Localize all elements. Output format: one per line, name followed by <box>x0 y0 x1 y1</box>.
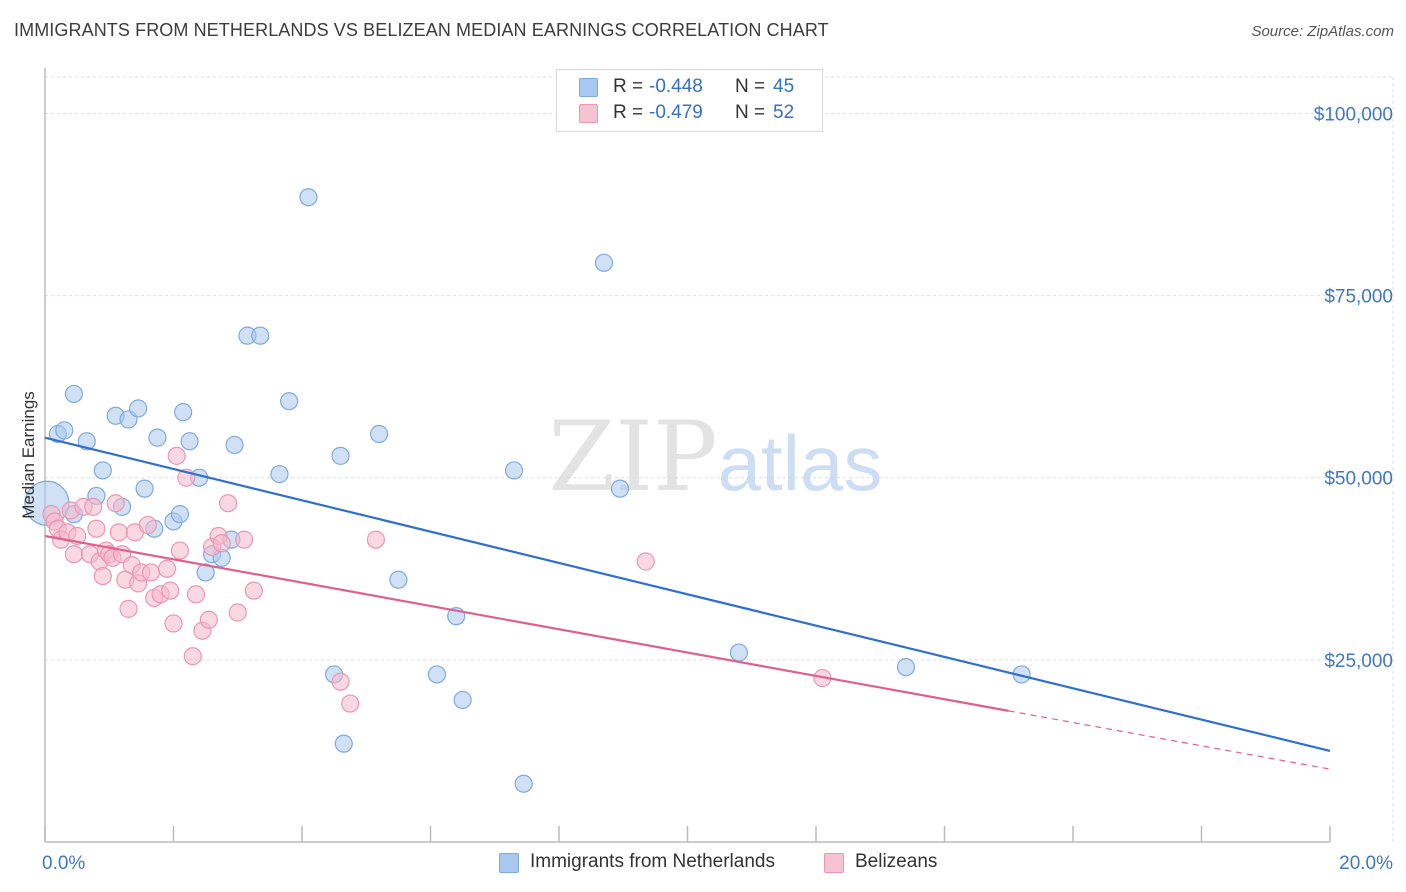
point-belizeans <box>161 581 180 600</box>
point-belizeans <box>64 545 84 564</box>
point-netherlands <box>64 384 84 404</box>
point-netherlands <box>170 505 190 524</box>
x-tick-label-min: 0.0% <box>42 853 85 874</box>
point-belizeans <box>331 672 350 691</box>
legend-r-value: -0.448 <box>649 76 703 97</box>
point-netherlands <box>389 570 408 589</box>
point-belizeans <box>186 585 206 604</box>
point-belizeans <box>212 534 231 553</box>
point-netherlands <box>453 690 472 710</box>
grid-lines <box>45 76 1394 842</box>
tick-labels: $25,000 $50,000 $75,000 $100,000 0.0% 20.0% <box>42 104 1393 874</box>
bottom-legend-label-netherlands: Immigrants from Netherlands <box>530 851 775 872</box>
legend-swatch-netherlands <box>579 78 598 97</box>
data-points <box>24 188 1031 793</box>
point-netherlands <box>896 658 916 677</box>
source-label: Source: ZipAtlas.com <box>1251 23 1394 40</box>
watermark-zip: ZIP <box>548 401 717 513</box>
chart-title: IMMIGRANTS FROM NETHERLANDS VS BELIZEAN … <box>14 20 829 40</box>
point-belizeans <box>106 494 125 513</box>
point-belizeans <box>119 599 138 618</box>
point-netherlands <box>129 399 148 418</box>
point-belizeans <box>84 497 103 516</box>
watermark-atlas: atlas <box>718 419 883 507</box>
y-axis-label: Median Earnings <box>19 391 38 519</box>
point-belizeans <box>341 694 360 713</box>
legend-n-value: 45 <box>773 76 795 97</box>
point-netherlands <box>180 432 199 451</box>
point-netherlands <box>514 774 533 793</box>
y-tick-label: $100,000 <box>1314 104 1393 125</box>
point-netherlands <box>55 421 74 440</box>
x-tick-label-max: 20.0% <box>1339 853 1393 874</box>
trend-line-netherlands <box>44 436 1331 752</box>
point-belizeans <box>93 566 112 586</box>
point-belizeans <box>141 563 161 582</box>
bottom-legend-swatch-belizeans <box>824 853 844 873</box>
point-netherlands <box>93 461 112 480</box>
point-belizeans <box>235 530 254 549</box>
point-belizeans <box>164 614 183 633</box>
point-netherlands <box>370 424 389 444</box>
correlation-legend: R = -0.448 N = 45 R = -0.479 N = 52 <box>556 69 823 132</box>
point-netherlands <box>196 563 215 582</box>
point-netherlands <box>251 326 270 345</box>
point-belizeans <box>87 519 106 538</box>
legend-n-value: 52 <box>773 102 795 123</box>
legend-r-label: R = <box>613 102 644 123</box>
point-netherlands <box>594 253 614 272</box>
point-belizeans <box>109 523 128 542</box>
point-netherlands <box>334 734 353 753</box>
legend-swatch-belizeans <box>579 104 598 123</box>
watermark: ZIP atlas <box>548 401 882 513</box>
point-netherlands <box>280 392 299 411</box>
point-belizeans <box>157 559 177 578</box>
point-belizeans <box>199 610 218 629</box>
point-netherlands <box>77 432 96 451</box>
legend-n-label: N = <box>735 102 766 123</box>
trend-lines <box>44 436 1331 770</box>
point-belizeans <box>183 647 202 666</box>
point-netherlands <box>270 464 289 484</box>
y-tick-label: $75,000 <box>1324 287 1393 308</box>
bottom-legend-swatch-netherlands <box>499 853 519 873</box>
y-tick-label: $25,000 <box>1324 651 1393 672</box>
point-netherlands <box>504 461 524 480</box>
point-belizeans <box>366 530 385 549</box>
point-netherlands <box>174 403 193 422</box>
point-netherlands <box>610 479 630 498</box>
point-netherlands <box>729 643 749 662</box>
point-netherlands <box>135 479 154 498</box>
point-netherlands <box>299 188 318 207</box>
point-belizeans <box>138 515 157 535</box>
point-belizeans <box>167 446 186 465</box>
legend-n-label: N = <box>735 76 766 97</box>
point-belizeans <box>244 581 263 600</box>
point-netherlands <box>148 428 167 447</box>
bottom-legend-label-belizeans: Belizeans <box>855 851 938 872</box>
point-netherlands <box>427 665 447 684</box>
y-tick-label: $50,000 <box>1324 469 1393 490</box>
legend-r-value: -0.479 <box>649 102 703 123</box>
point-netherlands <box>331 446 350 465</box>
point-belizeans <box>228 603 247 622</box>
legend-r-label: R = <box>613 76 644 97</box>
point-belizeans <box>170 541 190 560</box>
trend-line-belizeans <box>44 534 1009 712</box>
axes <box>44 68 1331 843</box>
point-netherlands <box>225 435 244 455</box>
point-belizeans <box>219 494 238 513</box>
point-belizeans <box>636 552 655 571</box>
